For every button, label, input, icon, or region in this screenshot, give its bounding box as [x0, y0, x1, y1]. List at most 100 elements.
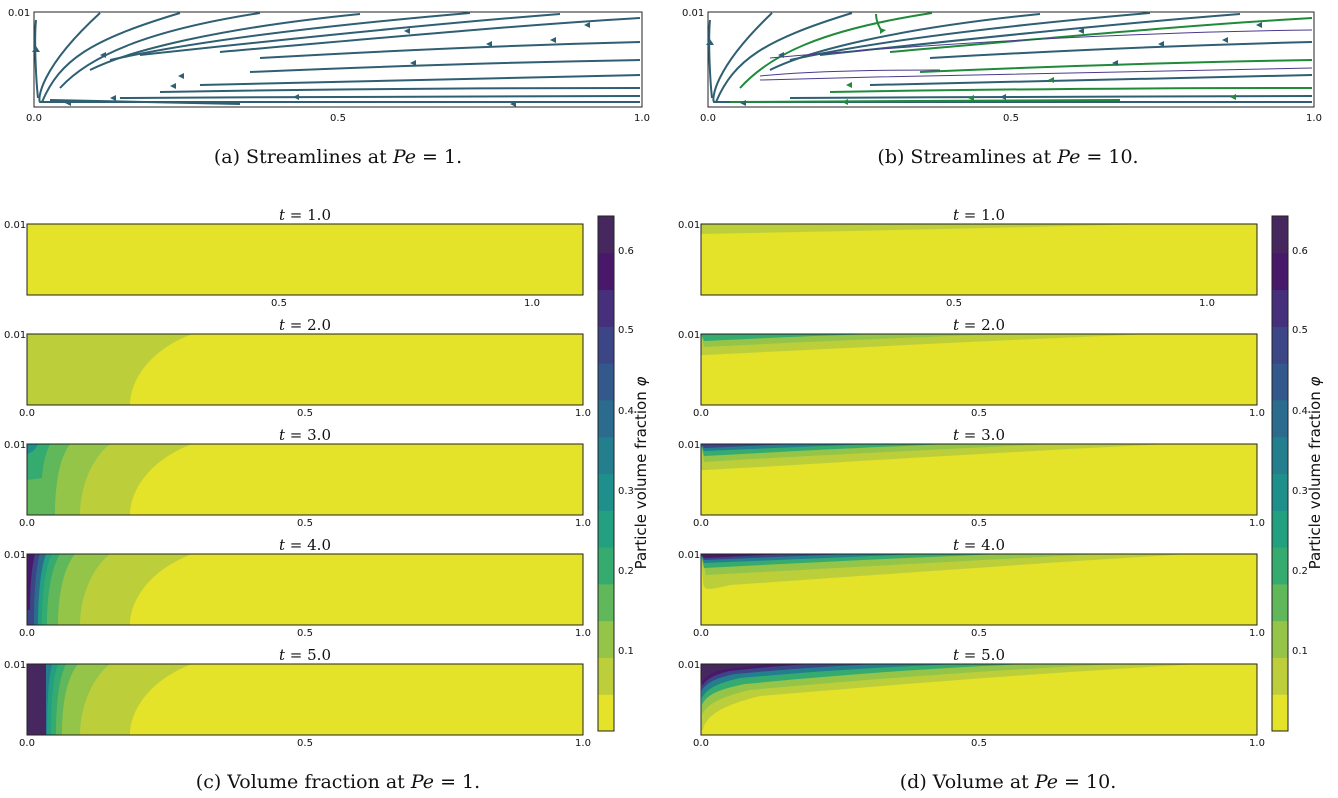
x-tick-d-5-2: 1.0 — [1249, 738, 1265, 749]
colorbar-band — [598, 363, 614, 401]
x-tick-d-2-2: 1.0 — [1249, 408, 1265, 419]
x-tick-d-1-0: 0.5 — [946, 298, 962, 309]
y-tick-c-1: 0.01 — [4, 220, 26, 231]
colorbar-band — [598, 510, 614, 548]
contour-panel-c-4: t = 4.0 0.01 0.0 0.5 1.0 — [4, 536, 591, 639]
cbar-d-tick-0: 0.6 — [1292, 246, 1308, 257]
x-tick-d-2-0: 0.0 — [693, 408, 709, 419]
x-tick-c-3-1: 0.5 — [297, 518, 313, 529]
y-tick-d-2: 0.01 — [678, 330, 700, 341]
x-tick-d-4-1: 0.5 — [971, 628, 987, 639]
streamlines-b — [708, 12, 1313, 103]
panel-title-c-2: t = 2.0 — [279, 316, 331, 334]
colorbar-band — [598, 547, 614, 585]
x-tick-a-1: 0.5 — [330, 113, 346, 124]
colorbar-band — [598, 326, 614, 364]
x-tick-a-0: 0.0 — [26, 113, 42, 124]
colorbar-band — [598, 583, 614, 622]
caption-b: (b) Streamlines at Pe = 10. — [877, 146, 1138, 168]
colorbar-band — [1272, 363, 1288, 401]
y-tick-c-3: 0.01 — [4, 440, 26, 451]
colorbar-band — [598, 473, 614, 511]
x-tick-b-0: 0.0 — [700, 113, 716, 124]
y-tick-d-4: 0.01 — [678, 550, 700, 561]
panel-title-c-5: t = 5.0 — [279, 646, 331, 664]
y-tick-c-4: 0.01 — [4, 550, 26, 561]
y-tick-d-3: 0.01 — [678, 440, 700, 451]
panel-title-d-1: t = 1.0 — [953, 206, 1005, 224]
caption-d: (d) Volume at Pe = 10. — [900, 771, 1116, 793]
panel-title-d-2: t = 2.0 — [953, 316, 1005, 334]
colorbar-d: 0.6 0.5 0.4 0.3 0.2 0.1 Particle volume … — [1271, 215, 1324, 732]
colorbar-band — [1272, 252, 1288, 291]
y-tick-d-5: 0.01 — [678, 660, 700, 671]
x-tick-d-3-1: 0.5 — [971, 518, 987, 529]
cbar-c-tick-1: 0.5 — [618, 325, 634, 336]
colorbar-band — [1272, 289, 1288, 327]
contour-column-c: t = 1.0 0.01 0.5 1.0 t = 2.0 0.01 0.0 0.… — [4, 206, 650, 793]
colorbar-band — [1272, 399, 1288, 438]
y-tick-b: 0.01 — [682, 8, 704, 19]
colorbar-c: 0.6 0.5 0.4 0.3 0.2 0.1 Particle volume … — [597, 215, 650, 732]
contour-panel-c-1: t = 1.0 0.01 0.5 1.0 — [4, 206, 584, 309]
x-tick-a-2: 1.0 — [634, 113, 650, 124]
colorbar-band — [598, 436, 614, 474]
colorbar-band — [1272, 436, 1288, 474]
caption-c: (c) Volume fraction at Pe = 1. — [196, 771, 480, 793]
x-tick-d-2-1: 0.5 — [971, 408, 987, 419]
panel-title-c-3: t = 3.0 — [279, 426, 331, 444]
streamline-arrows-a — [32, 22, 590, 107]
contour-panel-d-4: t = 4.0 0.01 0.0 0.5 1.0 — [678, 536, 1265, 639]
cbar-c-tick-5: 0.1 — [618, 646, 634, 657]
x-tick-c-5-2: 1.0 — [575, 738, 591, 749]
y-tick-a: 0.01 — [8, 8, 30, 19]
x-tick-c-2-0: 0.0 — [19, 408, 35, 419]
streamline-plot-a: 0.01 0.0 0.5 1.0 (a) Streamlines at Pe =… — [8, 8, 650, 168]
x-tick-c-3-0: 0.0 — [19, 518, 35, 529]
colorbar-band — [1272, 694, 1288, 732]
colorbar-band — [1272, 473, 1288, 511]
x-tick-b-2: 1.0 — [1306, 113, 1322, 124]
cbar-c-tick-2: 0.4 — [618, 406, 634, 417]
streamlines-a — [34, 12, 641, 105]
panel-title-c-4: t = 4.0 — [279, 536, 331, 554]
colorbar-band — [1272, 216, 1288, 254]
x-tick-d-3-0: 0.0 — [693, 518, 709, 529]
panel-title-d-4: t = 4.0 — [953, 536, 1005, 554]
x-tick-d-5-0: 0.0 — [693, 738, 709, 749]
contour-column-d: t = 1.0 0.01 0.5 1.0 t = 2.0 0.01 0.0 0.… — [678, 206, 1324, 793]
y-tick-d-1: 0.01 — [678, 220, 700, 231]
contour-panel-d-1: t = 1.0 0.01 0.5 1.0 — [678, 206, 1258, 309]
colorbar-band — [1272, 510, 1288, 548]
x-tick-c-2-2: 1.0 — [575, 408, 591, 419]
cbar-d-tick-2: 0.4 — [1292, 406, 1308, 417]
y-tick-c-2: 0.01 — [4, 330, 26, 341]
panel-title-d-5: t = 5.0 — [953, 646, 1005, 664]
x-tick-c-3-2: 1.0 — [575, 518, 591, 529]
colorbar-band — [1272, 326, 1288, 364]
y-tick-c-5: 0.01 — [4, 660, 26, 671]
cbar-d-tick-5: 0.1 — [1292, 646, 1308, 657]
colorbar-band — [598, 289, 614, 327]
x-tick-d-4-0: 0.0 — [693, 628, 709, 639]
colorbar-band — [1272, 547, 1288, 585]
cbar-c-tick-3: 0.3 — [618, 486, 634, 497]
panel-title-c-1: t = 1.0 — [279, 206, 331, 224]
contour-panel-c-2: t = 2.0 0.01 0.0 0.5 1.0 — [4, 316, 591, 419]
colorbar-band — [598, 252, 614, 291]
colorbar-band — [598, 657, 614, 695]
x-tick-c-2-1: 0.5 — [297, 408, 313, 419]
colorbar-label-c: Particle volume fraction φ — [632, 376, 650, 569]
panel-title-d-3: t = 3.0 — [953, 426, 1005, 444]
cbar-c-tick-0: 0.6 — [618, 246, 634, 257]
x-tick-c-1-0: 0.5 — [271, 298, 287, 309]
x-tick-c-1-1: 1.0 — [524, 298, 540, 309]
x-tick-d-5-1: 0.5 — [971, 738, 987, 749]
colorbar-band — [598, 399, 614, 438]
colorbar-label-d: Particle volume fraction φ — [1306, 376, 1324, 569]
x-tick-c-4-0: 0.0 — [19, 628, 35, 639]
contour-panel-d-5: t = 5.0 0.01 0.0 0.5 1.0 — [678, 646, 1265, 749]
caption-a: (a) Streamlines at Pe = 1. — [214, 146, 462, 168]
x-tick-b-1: 0.5 — [1003, 113, 1019, 124]
